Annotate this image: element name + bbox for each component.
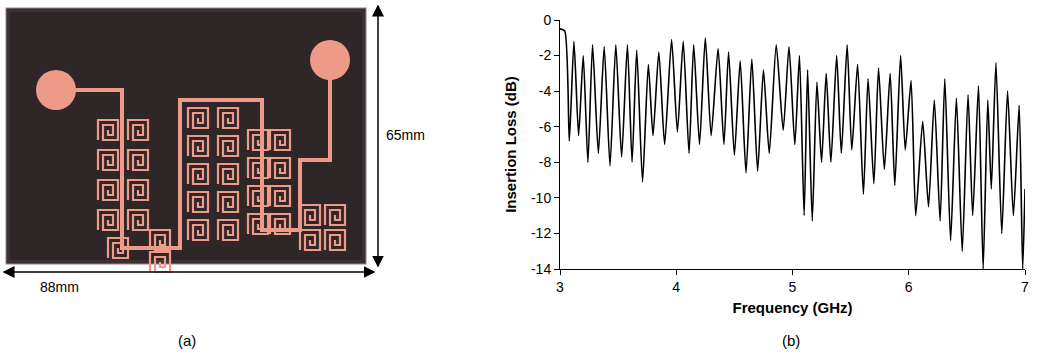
svg-text:-14: -14: [531, 261, 551, 277]
svg-text:6: 6: [905, 279, 913, 295]
svg-text:5: 5: [789, 279, 797, 295]
svg-text:-6: -6: [539, 119, 552, 135]
svg-text:3: 3: [556, 279, 564, 295]
svg-text:-8: -8: [539, 154, 552, 170]
svg-text:65mm: 65mm: [386, 127, 425, 143]
html-text:(b): (b): [782, 332, 801, 349]
svg-text:Insertion Loss (dB): Insertion Loss (dB): [502, 76, 519, 213]
svg-text:0: 0: [543, 12, 551, 28]
svg-text:7: 7: [1021, 279, 1029, 295]
svg-text:-2: -2: [539, 47, 552, 63]
html-text:(a): (a): [178, 332, 197, 349]
svg-text:88mm: 88mm: [40, 279, 79, 295]
svg-text:-10: -10: [531, 190, 551, 206]
svg-text:4: 4: [672, 279, 680, 295]
svg-text:-12: -12: [531, 225, 551, 241]
svg-text:Frequency (GHz): Frequency (GHz): [732, 299, 852, 316]
svg-text:-4: -4: [539, 83, 552, 99]
